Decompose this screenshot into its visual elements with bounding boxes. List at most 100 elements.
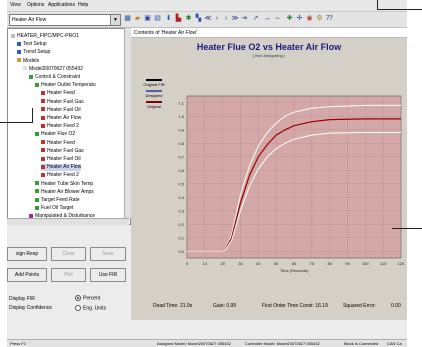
dead-time: Dead Time: 21.0s (153, 303, 192, 309)
squared-error-label: Squared Error: (343, 303, 376, 309)
next-icon[interactable]: › (222, 14, 230, 24)
menu-help[interactable]: Help (78, 2, 88, 8)
tree-node-icon (17, 50, 21, 54)
tree-item[interactable]: Models (17, 58, 39, 65)
trend-icon[interactable]: ▚ (194, 14, 203, 24)
tree-item[interactable]: Target Feed Rate (35, 197, 80, 204)
tree-item[interactable]: Heater Feed (41, 90, 75, 97)
content-header: Contents of 'Heater Air Flow' (131, 28, 407, 38)
menu-options[interactable]: Options (27, 2, 44, 8)
y-tick-label: 0.9 (178, 127, 184, 132)
x-tick-label: 120 (398, 261, 405, 266)
leader-line-left-vertical (32, 108, 33, 123)
display-fir-label: Display FIR (9, 296, 35, 302)
tree-item[interactable]: Test Setup (17, 41, 47, 48)
tree-item[interactable]: Trend Setup (17, 49, 50, 56)
previous-icon[interactable]: ‹ (213, 14, 221, 24)
radio-selected-icon (75, 295, 81, 301)
status-block: Block is Connected (344, 341, 378, 346)
tree-item[interactable]: Heater Tube Skin Temp (35, 181, 93, 188)
y-tick-label: 0.8 (178, 141, 184, 146)
tree-node-icon (41, 165, 45, 169)
tree-item[interactable]: Heater Fuel Oil (41, 156, 81, 163)
x-tick-label: 20 (220, 261, 225, 266)
tree-node-icon (17, 42, 21, 46)
tree-node-icon (23, 66, 27, 70)
tree-item[interactable]: Heater Feed 2 (41, 172, 79, 179)
tree-item[interactable]: Fuel Oil Target (35, 205, 73, 212)
tree-node-icon (29, 75, 33, 79)
tree-item-label: Heater Feed (47, 140, 75, 146)
y-tick-label: 1.0 (178, 114, 184, 119)
expand-icon[interactable]: ↔ (263, 14, 272, 24)
end-icon[interactable]: ⇥ (240, 14, 248, 24)
tree-node-icon (17, 58, 21, 62)
tree-item-label: Control & Constraint (35, 74, 80, 80)
leader-line-right (392, 228, 422, 229)
tree-item[interactable]: Heater Fuel Gas (41, 99, 84, 106)
y-tick-label: 0.5 (178, 181, 184, 186)
tree-item[interactable]: Heater Feed (41, 140, 75, 147)
tree-item-label: Heater Feed (47, 90, 75, 96)
clear-button[interactable]: Clear (51, 247, 86, 261)
tree-item-label: Heater Fuel Oil (47, 156, 81, 162)
tree-item[interactable]: Heater Air Flow (41, 115, 81, 122)
add-points-button[interactable]: Add Points (7, 268, 47, 282)
save-icon[interactable]: ▣ (143, 14, 152, 24)
tree-item[interactable]: Heater Feed 2 (41, 123, 79, 130)
menu-applications[interactable]: Applications (48, 2, 75, 8)
tree-item[interactable]: Heater Flue O2 (35, 131, 75, 138)
tree-item-label: Heater Fuel Oil (47, 107, 81, 113)
collapse-icon[interactable]: ⇔ (273, 14, 282, 24)
use-fir-button[interactable]: Use FIR (90, 268, 126, 282)
tree-node-icon (41, 107, 45, 111)
status-bar: Press F1 Assigned Model: Model20070627 0… (7, 339, 407, 347)
tree-item[interactable]: HEATER_FIPC/MPC-PRO1 (11, 33, 79, 40)
reset-loop-button[interactable]: sign Resp (7, 247, 47, 261)
tree-item[interactable]: Heater Fuel Gas (41, 148, 84, 155)
x-tick-label: 0 (186, 261, 189, 266)
menu-view[interactable]: View (10, 2, 21, 8)
add-point-icon[interactable]: ✚ (285, 14, 294, 24)
x-tick-label: 90 (345, 261, 350, 266)
last-icon[interactable]: ≫ (231, 14, 239, 24)
y-tick-label: 0.0 (178, 249, 184, 254)
settings-icon[interactable]: ⚙ (315, 14, 324, 24)
down-arrow-icon[interactable]: ⬇ (164, 14, 173, 24)
save-button[interactable]: Save (90, 247, 126, 261)
tree-item-label: Heater Fuel Gas (47, 99, 84, 105)
plot-button[interactable]: Plot (51, 268, 86, 282)
help-icon[interactable]: ⁇ (325, 14, 334, 24)
open-folder-icon[interactable]: ▰ (133, 14, 142, 24)
tree-vertical-scrollbar[interactable] (124, 28, 131, 218)
curve-icon[interactable]: ↗ (251, 14, 260, 24)
chart-icon[interactable]: ▙ (174, 14, 183, 24)
tree-item-label: Heater Air Flow (47, 164, 81, 170)
tree-horizontal-scrollbar[interactable] (7, 218, 129, 225)
x-tick-label: 60 (292, 261, 297, 266)
squared-error-value: 0.00 (391, 303, 401, 309)
eng-units-radio[interactable]: Eng. Units (75, 305, 106, 311)
tree-item[interactable]: Heater Air Flow (41, 164, 81, 171)
crosshair-icon[interactable]: ✛ (295, 14, 304, 24)
tree-item-label: Fuel Oil Target (41, 205, 73, 211)
tree-item[interactable]: Model20070627 055432 (23, 66, 83, 73)
percent-label: Percent (83, 295, 100, 301)
model-icon[interactable]: ▦ (123, 14, 132, 24)
tree-item-label: Heater Air Blower Amps (41, 189, 94, 195)
percent-radio[interactable]: Percent (75, 295, 100, 301)
variable-combo[interactable]: Heater Air Flow ▼ (9, 14, 121, 26)
zoom-icon[interactable]: ✱ (184, 14, 193, 24)
x-tick-label: 110 (380, 261, 387, 266)
target-icon[interactable]: ◉ (305, 14, 314, 24)
tree-item[interactable]: Control & Constraint (29, 74, 80, 81)
y-tick-label: 0.3 (178, 208, 184, 213)
x-tick-label: 50 (274, 261, 279, 266)
tree-node-icon (41, 99, 45, 103)
print-icon[interactable]: ▤ (153, 14, 162, 24)
tree-item[interactable]: Heater Air Blower Amps (35, 189, 94, 196)
chevron-down-icon[interactable]: ▼ (110, 15, 120, 25)
first-icon[interactable]: ≪ (204, 14, 212, 24)
tree-item[interactable]: Heater Outlet Temperatu (35, 82, 96, 89)
tree-item[interactable]: Heater Fuel Oil (41, 107, 81, 114)
